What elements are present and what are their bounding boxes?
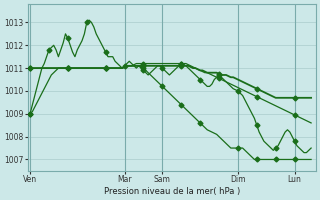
X-axis label: Pression niveau de la mer( hPa ): Pression niveau de la mer( hPa ) <box>104 187 240 196</box>
